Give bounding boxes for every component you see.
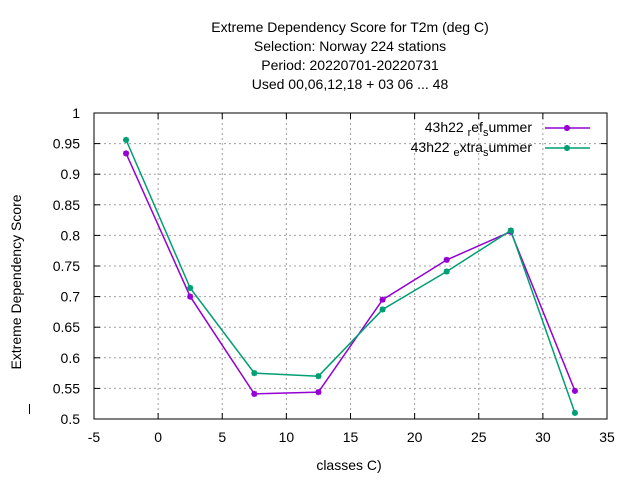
data-point-s1-fill (251, 391, 257, 397)
x-tick-label: 20 (407, 429, 423, 445)
data-point-s1-fill (572, 388, 578, 394)
y-axis-label: Extreme Dependency Score (8, 194, 24, 370)
axis-stub (29, 404, 30, 414)
series-line-2 (125, 139, 576, 414)
y-tick-label: 0.7 (61, 289, 81, 305)
series-group (123, 136, 578, 416)
data-point-s1-fill (380, 297, 386, 303)
data-point-s1-fill (444, 257, 450, 263)
legend-entry-1: 43h22 refsummer (424, 119, 532, 139)
x-axis-label: classes C) (316, 457, 382, 473)
y-tick-label: 0.55 (53, 380, 80, 396)
x-tick-label: 5 (218, 429, 226, 445)
data-point-s1-fill (315, 389, 321, 395)
data-point-s2-fill (315, 373, 321, 379)
y-tick-label: 1 (72, 105, 80, 121)
legend-marker-2-fill (564, 145, 570, 151)
legend-marker-1-fill (564, 125, 570, 131)
y-tick-label: 0.95 (53, 136, 80, 152)
data-point-s2-fill (508, 228, 514, 234)
y-tick-label: 0.9 (61, 166, 81, 182)
tick-labels: -5 0 5 10 15 20 25 30 35 0.5 0.55 0.6 0.65 0.7 0.75 0.8… (53, 105, 615, 445)
data-point-s2-fill (251, 370, 257, 376)
x-tick-label: 15 (343, 429, 359, 445)
data-point-s1-fill (187, 294, 193, 300)
data-point-s2-fill (187, 285, 193, 291)
y-tick-label: 0.8 (61, 227, 81, 243)
chart-title-line-2: Selection: Norway 224 stations (253, 38, 447, 54)
legend-entry-2: 43h22 extrasummer (410, 139, 532, 159)
y-tick-label: 0.85 (53, 197, 80, 213)
x-tick-label: 25 (471, 429, 487, 445)
x-tick-label: -5 (88, 429, 101, 445)
y-tick-label: 0.65 (53, 319, 80, 335)
data-point-s2-fill (123, 137, 129, 143)
chart-title-line-1: Extreme Dependency Score for T2m (deg C) (211, 19, 489, 35)
axes (93, 112, 608, 420)
x-tick-label: 0 (154, 429, 162, 445)
data-point-s2-fill (572, 410, 578, 416)
x-tick-label: 10 (279, 429, 295, 445)
y-tick-label: 0.5 (61, 411, 81, 427)
x-tick-label: 30 (535, 429, 551, 445)
data-point-s2-fill (444, 269, 450, 275)
legend-marks (545, 125, 590, 151)
x-tick-label: 35 (599, 429, 615, 445)
data-point-s1-fill (123, 150, 129, 156)
grid (94, 113, 607, 419)
chart-title-line-3: Period: 20220701-20220731 (261, 57, 439, 73)
chart-title-line-4: Used 00,06,12,18 + 03 06 ... 48 (251, 76, 449, 92)
series-line-1 (125, 153, 576, 395)
data-point-s2-fill (380, 306, 386, 312)
y-tick-label: 0.6 (61, 350, 81, 366)
y-tick-label: 0.75 (53, 258, 80, 274)
